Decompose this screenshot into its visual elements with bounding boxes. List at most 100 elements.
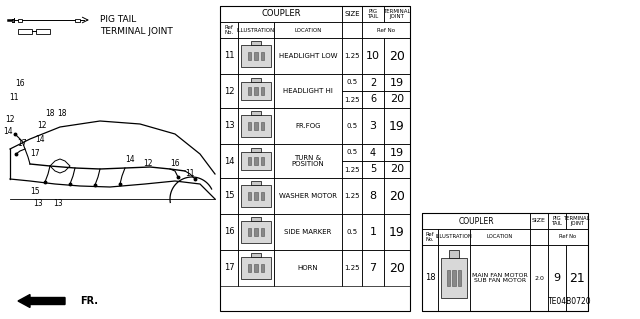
Bar bbox=[238, 178, 274, 214]
Text: 12: 12 bbox=[224, 86, 234, 95]
Bar bbox=[362, 250, 384, 286]
Text: 3: 3 bbox=[369, 121, 376, 131]
Bar bbox=[548, 213, 566, 229]
Bar bbox=[342, 250, 362, 286]
Text: 0.5: 0.5 bbox=[346, 150, 358, 155]
Bar bbox=[254, 122, 258, 130]
Bar bbox=[342, 6, 362, 22]
Bar bbox=[241, 152, 271, 170]
Bar bbox=[362, 22, 410, 38]
Bar bbox=[75, 19, 80, 21]
Text: 14: 14 bbox=[3, 127, 13, 136]
Bar bbox=[251, 181, 261, 185]
Bar bbox=[241, 115, 271, 137]
Text: 1: 1 bbox=[369, 227, 376, 237]
Bar bbox=[422, 245, 438, 311]
Text: Ref
No.: Ref No. bbox=[225, 25, 234, 35]
Text: 20: 20 bbox=[389, 262, 405, 275]
Bar bbox=[384, 6, 410, 22]
Bar bbox=[274, 178, 342, 214]
Bar bbox=[260, 122, 264, 130]
Text: 11: 11 bbox=[224, 51, 234, 61]
Bar bbox=[241, 257, 271, 279]
Bar bbox=[220, 250, 238, 286]
Bar bbox=[251, 78, 261, 82]
Bar bbox=[241, 221, 271, 243]
Bar bbox=[241, 185, 271, 207]
Text: 5: 5 bbox=[370, 165, 376, 174]
Bar bbox=[36, 28, 50, 33]
Text: 17: 17 bbox=[17, 139, 27, 149]
Bar bbox=[362, 6, 384, 22]
Text: COUPLER: COUPLER bbox=[261, 10, 301, 19]
Bar bbox=[470, 245, 530, 311]
Text: 15: 15 bbox=[30, 187, 40, 196]
Text: Ref No: Ref No bbox=[377, 27, 395, 33]
Bar bbox=[438, 245, 470, 311]
Bar bbox=[362, 214, 384, 250]
Text: 19: 19 bbox=[389, 226, 405, 239]
Text: ILLUSTRATION: ILLUSTRATION bbox=[436, 234, 472, 240]
Text: 0.5: 0.5 bbox=[346, 123, 358, 129]
Bar bbox=[18, 19, 22, 21]
Bar bbox=[260, 192, 264, 200]
Bar bbox=[254, 228, 258, 236]
Text: 0.5: 0.5 bbox=[346, 229, 358, 235]
Text: 1.25: 1.25 bbox=[344, 167, 360, 173]
Text: 13: 13 bbox=[224, 122, 234, 130]
Bar bbox=[274, 214, 342, 250]
Bar bbox=[220, 6, 342, 22]
Bar bbox=[238, 38, 274, 74]
Bar bbox=[274, 22, 342, 38]
Bar bbox=[251, 217, 261, 221]
Text: 15: 15 bbox=[224, 191, 234, 201]
Text: 12: 12 bbox=[37, 122, 47, 130]
Bar bbox=[254, 87, 258, 95]
Bar bbox=[254, 264, 258, 272]
Bar bbox=[274, 38, 342, 74]
Bar bbox=[248, 228, 252, 236]
Text: PIG
TAIL: PIG TAIL bbox=[367, 9, 379, 19]
Bar bbox=[530, 213, 548, 229]
Bar bbox=[438, 229, 470, 245]
Bar bbox=[342, 108, 362, 144]
Bar bbox=[548, 229, 588, 245]
Text: 19: 19 bbox=[390, 147, 404, 158]
Text: 2: 2 bbox=[370, 78, 376, 87]
Text: 2.0: 2.0 bbox=[534, 276, 544, 280]
Bar bbox=[254, 192, 258, 200]
Text: 11: 11 bbox=[9, 93, 19, 101]
Text: 14: 14 bbox=[125, 154, 135, 164]
Bar bbox=[362, 38, 384, 74]
Text: TERMINAL
JOINT: TERMINAL JOINT bbox=[383, 9, 411, 19]
Text: WASHER MOTOR: WASHER MOTOR bbox=[279, 193, 337, 199]
Text: TE04B0720: TE04B0720 bbox=[548, 296, 592, 306]
Bar bbox=[441, 257, 467, 299]
Bar bbox=[238, 250, 274, 286]
Bar bbox=[384, 74, 410, 91]
Bar bbox=[384, 178, 410, 214]
Bar bbox=[447, 270, 450, 286]
Bar bbox=[238, 144, 274, 178]
Text: 18: 18 bbox=[45, 109, 55, 118]
Bar bbox=[248, 52, 252, 60]
Bar bbox=[422, 213, 588, 311]
Text: 20: 20 bbox=[389, 189, 405, 203]
Text: 17: 17 bbox=[224, 263, 234, 272]
Bar bbox=[384, 91, 410, 108]
Bar bbox=[342, 214, 362, 250]
Text: 21: 21 bbox=[569, 271, 585, 285]
Text: 0.5: 0.5 bbox=[346, 79, 358, 85]
Bar bbox=[220, 178, 238, 214]
Text: 10: 10 bbox=[366, 51, 380, 61]
Bar bbox=[422, 213, 530, 229]
Text: 17: 17 bbox=[30, 150, 40, 159]
Bar bbox=[384, 38, 410, 74]
Text: ILLUSTRATION: ILLUSTRATION bbox=[237, 27, 275, 33]
Bar bbox=[342, 91, 362, 108]
Text: FR.: FR. bbox=[80, 296, 98, 306]
Bar bbox=[251, 253, 261, 257]
Text: 20: 20 bbox=[389, 49, 405, 63]
Bar bbox=[238, 108, 274, 144]
Bar bbox=[260, 52, 264, 60]
